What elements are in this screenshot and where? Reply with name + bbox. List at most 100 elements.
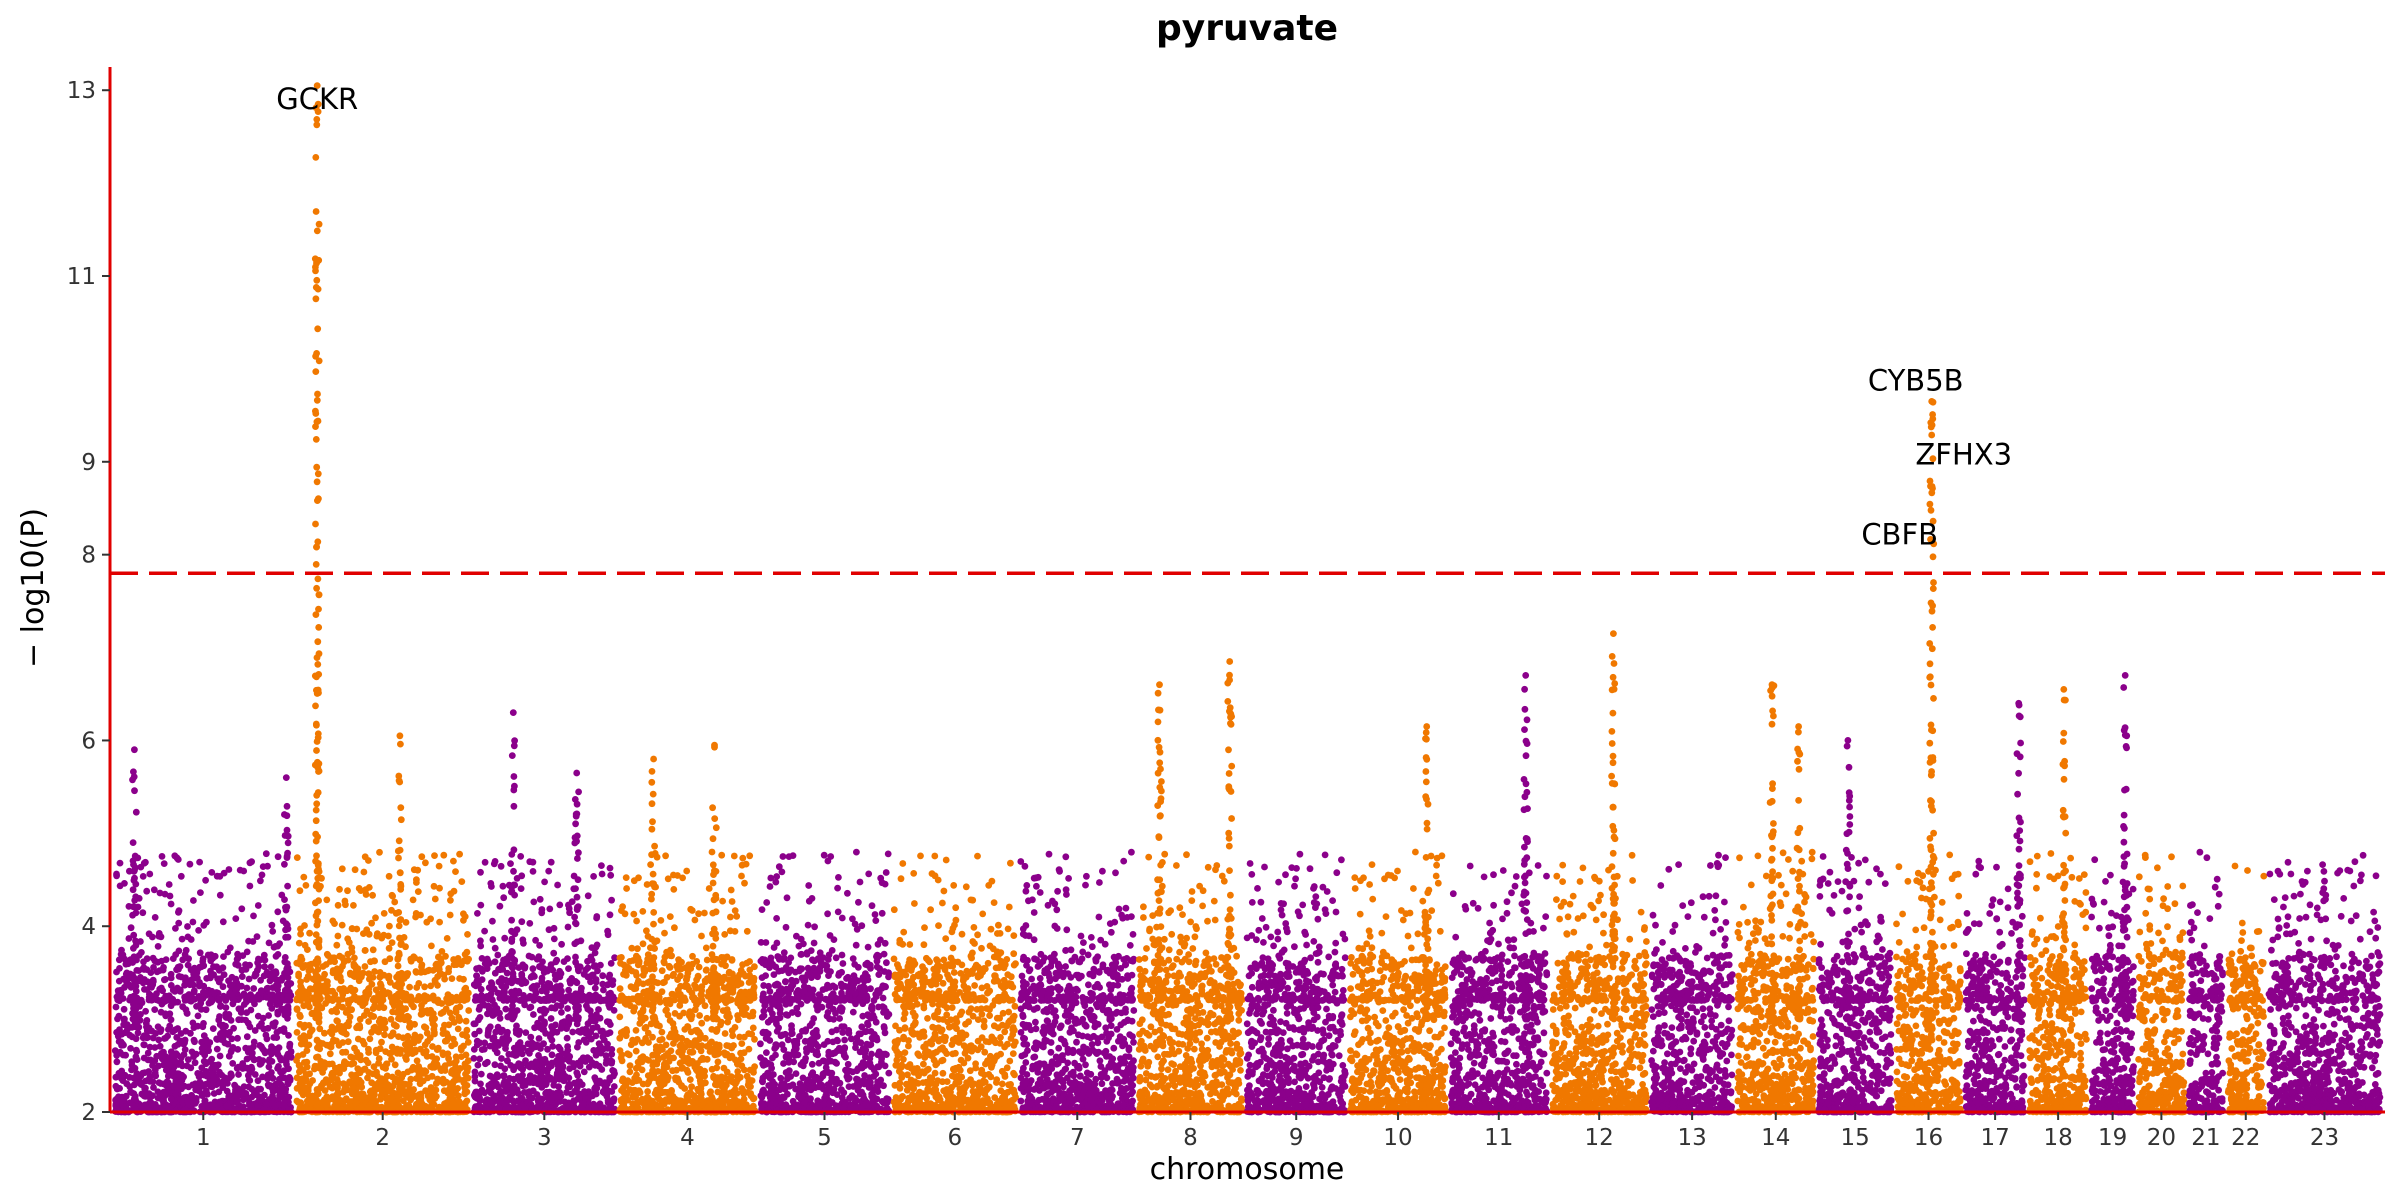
data-point (208, 869, 216, 876)
data-point (569, 1028, 577, 1036)
data-point (157, 1093, 165, 1101)
data-point (339, 995, 346, 1003)
data-point (500, 894, 508, 902)
data-point (333, 941, 341, 949)
data-point (335, 1090, 342, 1098)
data-point (484, 1010, 491, 1018)
data-point (498, 975, 506, 982)
data-point (113, 1052, 121, 1059)
data-point (249, 1043, 257, 1051)
data-point (418, 1100, 426, 1108)
data-point (384, 1094, 392, 1102)
data-point (664, 875, 672, 883)
data-point (112, 1082, 120, 1090)
data-point (748, 977, 756, 985)
data-point (165, 1104, 173, 1112)
data-point (450, 887, 458, 895)
data-point (665, 962, 673, 970)
data-point (739, 961, 746, 969)
data-point (248, 1065, 256, 1073)
data-point (295, 970, 302, 978)
data-point (579, 1100, 587, 1108)
data-point (260, 1025, 268, 1033)
data-point (344, 935, 352, 943)
data-point (433, 997, 441, 1004)
data-point (688, 1083, 695, 1091)
data-point (324, 994, 332, 1002)
data-point (546, 905, 554, 913)
data-point (566, 909, 573, 917)
data-point (496, 902, 504, 910)
data-point (691, 1061, 699, 1069)
data-point (178, 935, 186, 943)
data-point (410, 1086, 417, 1093)
data-point (120, 1005, 128, 1013)
data-point (388, 1088, 396, 1096)
data-point (642, 1035, 649, 1042)
data-point (604, 1097, 612, 1104)
data-point (644, 1088, 651, 1095)
data-point (481, 927, 488, 935)
data-point (203, 918, 210, 926)
data-point (551, 1004, 559, 1012)
data-point (657, 917, 665, 924)
data-point (514, 1097, 522, 1105)
data-point (347, 996, 354, 1004)
data-point (192, 1050, 200, 1058)
data-point (670, 1040, 677, 1047)
data-point (581, 1088, 588, 1095)
data-point (360, 930, 367, 937)
data-point (422, 859, 429, 867)
data-point (426, 1034, 434, 1042)
data-point (140, 1041, 148, 1049)
data-point (741, 997, 749, 1004)
data-point (528, 1060, 535, 1068)
data-point (442, 1005, 450, 1013)
data-point (518, 970, 526, 978)
data-point (542, 1007, 550, 1014)
data-point (190, 1024, 198, 1031)
data-point (592, 943, 600, 951)
data-point (241, 991, 249, 999)
data-point (638, 1058, 646, 1066)
data-point (483, 961, 491, 969)
data-point (206, 1058, 214, 1065)
data-point (604, 981, 611, 989)
data-point (365, 1049, 372, 1056)
data-point (547, 1015, 555, 1022)
data-point (578, 984, 585, 992)
data-point (434, 1044, 442, 1052)
data-point (662, 1070, 670, 1078)
data-point (309, 1077, 316, 1084)
data-point (735, 993, 743, 1000)
data-point (155, 997, 162, 1004)
data-point (672, 1074, 679, 1082)
data-point (675, 1048, 683, 1056)
data-point (563, 1034, 571, 1042)
data-point (112, 1003, 120, 1011)
data-point (451, 1040, 459, 1048)
data-point (544, 996, 551, 1004)
data-point (484, 1029, 492, 1037)
data-point (702, 967, 710, 974)
data-point (265, 1012, 272, 1019)
data-point (462, 1075, 470, 1082)
data-point (215, 1098, 223, 1106)
data-point (455, 1075, 463, 1083)
data-point (121, 880, 128, 887)
data-point (375, 990, 382, 998)
data-point (445, 1021, 453, 1029)
data-point (416, 956, 424, 964)
data-point (452, 1063, 459, 1071)
data-point (307, 1099, 315, 1107)
data-point (686, 1076, 694, 1083)
data-point (158, 853, 166, 860)
data-point (477, 1080, 484, 1088)
data-point (508, 916, 515, 924)
data-point (278, 1068, 285, 1076)
data-point (155, 932, 163, 940)
data-point (698, 987, 706, 994)
data-point (625, 966, 633, 973)
data-point (433, 1055, 441, 1063)
data-point (235, 1071, 242, 1078)
